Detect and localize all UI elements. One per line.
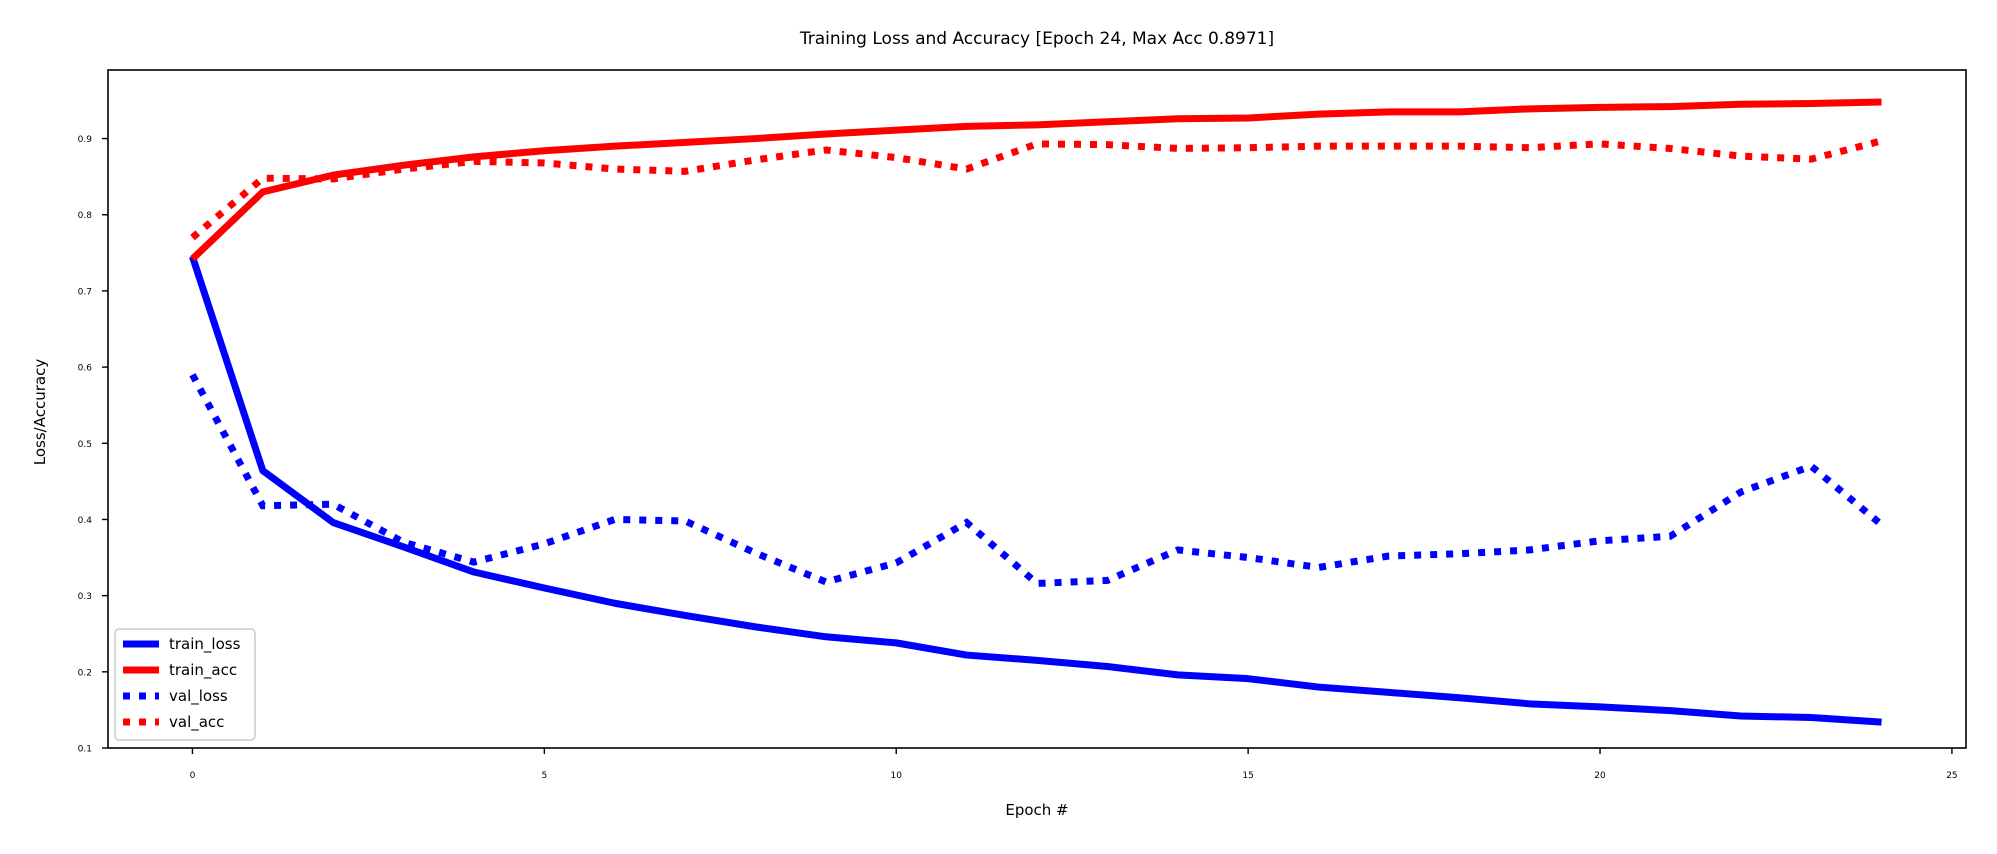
y-tick-label: 0.5 xyxy=(78,440,92,450)
x-axis-label: Epoch # xyxy=(1005,801,1068,819)
series-line-val-loss xyxy=(189,373,1884,588)
legend-box xyxy=(114,628,256,741)
y-tick-label: 0.7 xyxy=(78,287,92,297)
series-line-train-loss xyxy=(189,255,1882,726)
y-axis-ticks: 0.1 0.2 0.3 0.4 0.5 0.6 0.7 0.8 0.9 xyxy=(78,135,108,755)
x-tick-label: 0 xyxy=(190,771,196,781)
legend-label-train-acc: train_acc xyxy=(169,661,237,680)
series-line-train-acc xyxy=(190,98,1882,262)
legend: train_loss train_acc val_loss val_acc xyxy=(114,628,256,741)
x-tick-label: 25 xyxy=(1946,771,1957,781)
series-line-val-acc xyxy=(190,137,1883,241)
plot-frame xyxy=(107,69,1967,749)
y-tick-label: 0.2 xyxy=(78,668,92,678)
x-tick-label: 10 xyxy=(891,771,903,781)
y-axis-label: Loss/Accuracy xyxy=(31,359,49,466)
plot-series-group xyxy=(189,98,1884,726)
y-tick-label: 0.9 xyxy=(78,135,93,145)
legend-label-val-loss: val_loss xyxy=(169,687,228,706)
y-tick-label: 0.6 xyxy=(78,364,93,374)
x-axis-ticks: 0 5 10 15 20 25 xyxy=(190,748,1958,781)
y-tick-label: 0.1 xyxy=(78,745,92,755)
y-tick-label: 0.3 xyxy=(78,592,92,602)
legend-label-train-loss: train_loss xyxy=(169,635,241,654)
y-tick-label: 0.4 xyxy=(78,516,93,526)
x-tick-label: 20 xyxy=(1594,771,1606,781)
x-tick-label: 15 xyxy=(1242,771,1253,781)
y-tick-label: 0.8 xyxy=(78,211,93,221)
chart-title: Training Loss and Accuracy [Epoch 24, Ma… xyxy=(799,29,1274,49)
legend-label-val-acc: val_acc xyxy=(169,713,224,732)
x-tick-label: 5 xyxy=(541,771,547,781)
